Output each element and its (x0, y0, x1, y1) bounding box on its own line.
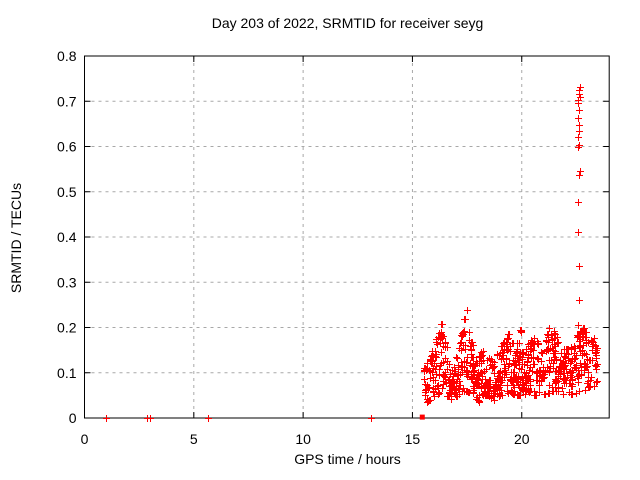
svg-text:15: 15 (405, 431, 421, 447)
svg-text:0: 0 (81, 431, 89, 447)
svg-text:10: 10 (295, 431, 311, 447)
svg-text:0.7: 0.7 (57, 93, 77, 109)
svg-text:0.8: 0.8 (57, 48, 77, 64)
grid-lines (84, 56, 610, 418)
data-points (103, 84, 601, 422)
x-axis-label: GPS time / hours (294, 451, 401, 467)
svg-text:0.2: 0.2 (57, 320, 77, 336)
svg-text:20: 20 (514, 431, 530, 447)
svg-text:0.4: 0.4 (57, 229, 77, 245)
svg-text:0.3: 0.3 (57, 274, 77, 290)
svg-text:0.6: 0.6 (57, 139, 77, 155)
tick-labels: 0 5 10 15 20 0 0.1 0.2 0.3 0.4 0.5 0.6 0.7 0.8 (57, 48, 530, 447)
svg-text:0.5: 0.5 (57, 184, 77, 200)
svg-text:0.1: 0.1 (57, 365, 77, 381)
tick-marks (84, 55, 610, 419)
chart-title: Day 203 of 2022, SRMTID for receiver sey… (211, 15, 484, 31)
svg-text:0: 0 (69, 410, 77, 426)
svg-text:5: 5 (190, 431, 198, 447)
